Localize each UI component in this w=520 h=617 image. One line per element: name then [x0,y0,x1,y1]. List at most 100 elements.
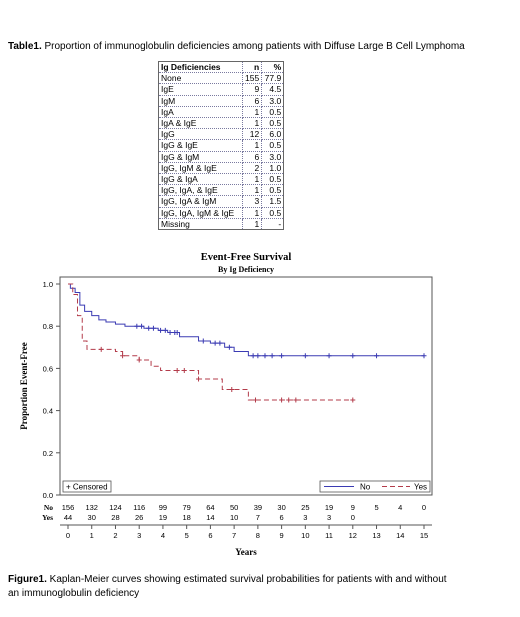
at-risk-count: 79 [182,503,190,512]
censor-mark [286,397,292,403]
table-row: IgG, IgA, & IgE 1 0.5 [158,184,285,197]
at-risk-count: 25 [301,503,309,512]
table-row: IgG & IgA 1 0.5 [158,173,285,186]
censor-mark [229,387,235,392]
table-row: IgG, IgA, IgM & IgE 1 0.5 [158,207,285,219]
table-row: IgG, IgA & IgM 3 1.5 [158,195,285,208]
table-row: Missing 1- [158,218,285,231]
cell-label: IgG [158,128,243,141]
header-ig-deficiencies: Ig Deficiencies [158,61,243,74]
cell-n: 1 [242,218,263,231]
table-row: None 155 77.9 [158,72,285,85]
censor-mark [279,353,285,359]
censor-mark [212,340,218,346]
series-line-yes [68,283,353,401]
series-line-no [68,283,424,357]
x-tick-label: 13 [372,531,380,540]
censor-mark [217,340,223,346]
censored-legend-label: + Censored [66,483,108,492]
censor-mark [181,368,187,374]
x-tick-label: 1 [90,531,94,540]
table-row: IgE 9 4.5 [158,83,285,96]
cell-label: IgG & IgM [158,151,243,163]
censor-mark [226,344,232,350]
at-risk-count: 26 [135,513,143,522]
x-tick-label: 10 [301,531,309,540]
at-risk-count: 30 [277,503,285,512]
cell-n: 1 [242,139,263,152]
cell-n: 1 [242,184,263,197]
y-tick-label: 0.6 [43,364,53,373]
legend-label-no: No [360,483,371,492]
at-risk-count: 14 [206,513,214,522]
at-risk-count: 19 [159,513,167,522]
at-risk-label-yes: Yes [42,513,53,522]
plot-frame [59,276,433,496]
y-tick-label: 0.0 [43,491,53,500]
cell-label: IgG & IgE [158,139,243,152]
cell-percent: 1.5 [261,195,285,208]
y-tick-label: 0.2 [43,449,53,458]
at-risk-count: 0 [351,513,355,522]
x-tick-label: 11 [325,531,333,540]
censor-mark [250,353,256,359]
y-tick-label: 1.0 [43,280,53,289]
at-risk-count: 39 [254,503,262,512]
at-risk-count: 4 [398,503,402,512]
x-tick-label: 4 [161,531,165,540]
at-risk-count: 7 [256,513,260,522]
cell-percent: 0.5 [261,173,285,186]
censor-mark [302,353,308,359]
at-risk-count: 156 [62,503,75,512]
cell-n: 9 [242,83,263,96]
censor-mark [255,353,261,359]
censor-mark [200,338,206,344]
series-legend: No Yes [319,480,431,493]
at-risk-count: 116 [133,503,145,512]
censor-mark [279,397,285,403]
cell-percent: 1.0 [261,162,285,175]
at-risk-count: 3 [303,513,307,522]
x-tick-label: 15 [420,531,428,540]
censor-mark [350,397,356,403]
censor-mark [374,353,380,359]
censor-mark [134,323,140,329]
at-risk-table: No Yes 156 132 124 116 99 79 64 50 39 30 25 19 9 5 4 04… [42,503,426,522]
cell-percent: 0.5 [261,139,285,152]
chart-subtitle: By Ig Deficiency [218,265,274,274]
censor-mark [174,368,180,374]
censor-mark [139,323,145,329]
at-risk-count: 3 [327,513,331,522]
at-risk-count: 99 [159,503,167,512]
censor-mark [252,397,258,403]
censor-mark [421,353,427,359]
ig-deficiency-table: Ig Deficiencies n % None 155 77.9 IgE 9 4.5 Ig… [158,61,285,231]
y-axis-label: Proportion Event-Free [19,342,29,429]
x-tick-label: 7 [232,531,236,540]
cell-percent: 3.0 [261,151,285,163]
x-tick-label: 0 [66,531,70,540]
cell-n: 6 [242,95,263,107]
x-axis-label: Years [235,547,257,557]
censor-mark [196,376,202,382]
x-tick-label: 12 [349,531,357,540]
censor-mark [262,353,268,359]
cell-percent: 0.5 [261,184,285,197]
cell-label: IgG, IgA, & IgE [158,184,243,197]
cell-n: 12 [242,128,263,141]
cell-percent: 0.5 [261,106,285,119]
y-tick-label: 0.4 [43,407,53,416]
censor-mark [146,325,152,331]
table-row: IgG & IgE 1 0.5 [158,139,285,152]
cell-percent: 4.5 [261,83,285,96]
censor-mark [158,327,164,333]
cell-label: IgG, IgM & IgE [158,162,243,175]
censor-mark [162,327,168,333]
table-header-row: Ig Deficiencies n % [158,61,285,74]
y-axis: 0.0 0.2 0.4 0.6 0.8 1.0 [43,280,60,500]
at-risk-count: 44 [64,513,72,522]
cell-n: 1 [242,173,263,186]
at-risk-count: 5 [374,503,378,512]
cell-n: 3 [242,195,263,208]
